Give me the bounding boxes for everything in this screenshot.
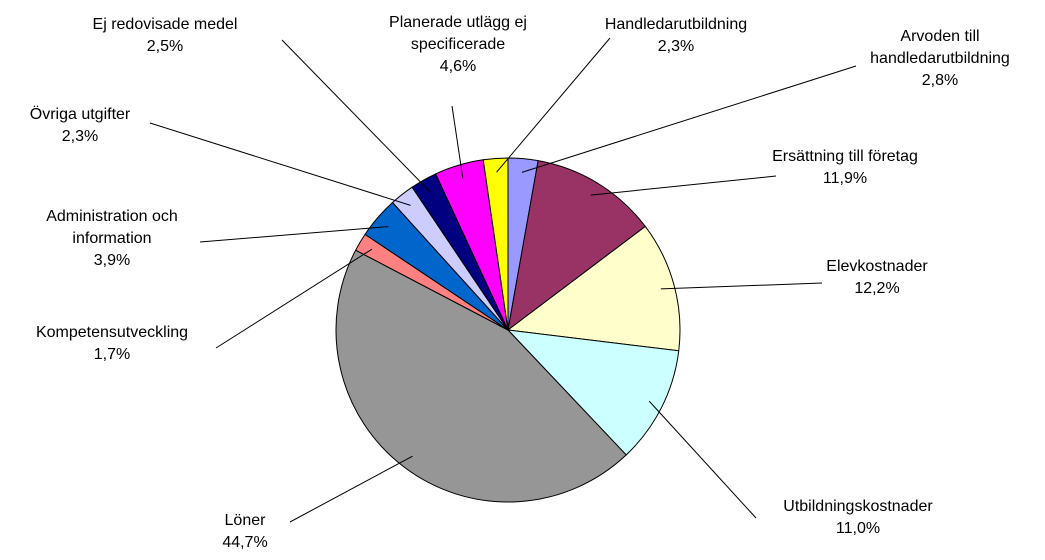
- value-label: 2,8%: [921, 72, 959, 89]
- value-label: 4,6%: [439, 58, 477, 75]
- category-label: Ersättning till företag: [772, 148, 918, 165]
- value-label: 12,2%: [854, 280, 900, 297]
- value-label: 11,9%: [822, 170, 868, 187]
- slice-label: Arvoden till handledarutbildning 2,8%: [855, 26, 1025, 92]
- value-label: 11,0%: [835, 520, 881, 537]
- category-label: Planerade utlägg ej specificerade: [389, 14, 527, 53]
- leader-line: [660, 282, 823, 290]
- category-label: Ej redovisade medel: [92, 16, 238, 33]
- value-label: 2,5%: [146, 38, 184, 55]
- pie-slice: [507, 160, 647, 332]
- slice-label: Övriga utgifter 2,3%: [0, 104, 160, 148]
- value-label: 3,9%: [93, 252, 131, 269]
- category-label: Elevkostnader: [826, 258, 928, 275]
- category-label: Administration och information: [46, 208, 178, 247]
- leader-line: [199, 226, 389, 243]
- slice-label: Elevkostnader 12,2%: [807, 256, 947, 300]
- leader-line: [281, 39, 431, 193]
- leader-line: [648, 400, 757, 519]
- value-label: 44,7%: [222, 534, 268, 551]
- leader-line: [289, 455, 413, 523]
- category-label: Utbildningskostnader: [783, 498, 933, 515]
- slice-label: Ersättning till företag 11,9%: [745, 146, 945, 190]
- slice-label: Kompetensutveckling 1,7%: [2, 322, 222, 366]
- category-label: Handledarutbildning: [604, 16, 748, 33]
- slice-label: Ej redovisade medel 2,5%: [65, 14, 265, 58]
- leader-line: [215, 248, 373, 349]
- category-label: Löner: [224, 512, 266, 529]
- leader-line: [496, 37, 611, 173]
- category-label: Kompetensutveckling: [35, 324, 189, 341]
- slice-label: Administration och information 3,9%: [12, 206, 212, 272]
- slice-label: Löner 44,7%: [205, 510, 285, 554]
- pie-slice: [335, 249, 627, 503]
- pie-slice: [506, 329, 680, 456]
- category-label: Arvoden till handledarutbildning: [870, 28, 1010, 67]
- slice-label: Handledarutbildning 2,3%: [576, 14, 776, 58]
- leader-line: [451, 105, 464, 179]
- value-label: 2,3%: [657, 38, 695, 55]
- value-label: 1,7%: [93, 346, 131, 363]
- leader-line: [149, 122, 411, 206]
- pie-slice: [506, 225, 681, 352]
- slice-label: Utbildningskostnader 11,0%: [758, 496, 958, 540]
- leader-line: [521, 65, 857, 173]
- leader-line: [590, 175, 777, 196]
- category-label: Övriga utgifter: [29, 106, 131, 123]
- value-label: 2,3%: [61, 128, 99, 145]
- slice-label: Planerade utlägg ej specificerade 4,6%: [378, 12, 538, 78]
